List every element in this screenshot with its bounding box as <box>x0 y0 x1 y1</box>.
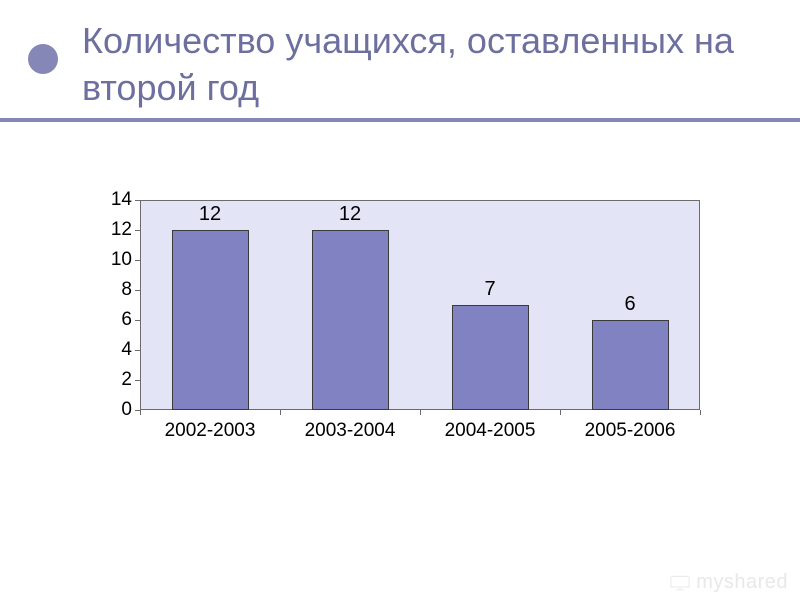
x-tick-mark <box>420 410 421 415</box>
bar-chart: 02468101214 121276 2002-20032003-2004200… <box>90 200 710 460</box>
y-tick-label: 4 <box>92 339 132 361</box>
x-tick-mark <box>280 410 281 415</box>
y-tick-mark <box>135 260 140 261</box>
x-tick-label: 2005-2006 <box>585 420 676 442</box>
chart-bar <box>312 230 389 410</box>
x-tick-mark <box>140 410 141 415</box>
x-tick-label: 2003-2004 <box>305 420 396 442</box>
y-tick-mark <box>135 290 140 291</box>
bar-value-label: 6 <box>624 293 635 316</box>
y-tick-mark <box>135 350 140 351</box>
y-tick-label: 12 <box>92 219 132 241</box>
y-tick-mark <box>135 320 140 321</box>
watermark-text: myshared <box>696 571 788 594</box>
chart-y-axis: 02468101214 <box>90 200 140 410</box>
bar-value-label: 12 <box>199 203 221 226</box>
y-tick-label: 0 <box>92 399 132 421</box>
y-tick-mark <box>135 410 140 411</box>
x-tick-mark <box>700 410 701 415</box>
y-tick-label: 14 <box>92 189 132 211</box>
chart-bar <box>452 305 529 410</box>
slide-header: Количество учащихся, оставленных на втор… <box>0 0 800 150</box>
y-tick-mark <box>135 380 140 381</box>
slide-title: Количество учащихся, оставленных на втор… <box>82 18 800 112</box>
x-tick-label: 2004-2005 <box>445 420 536 442</box>
slide-root: Количество учащихся, оставленных на втор… <box>0 0 800 600</box>
y-tick-label: 2 <box>92 369 132 391</box>
chart-x-axis: 2002-2003 2003-2004 2004-2005 2005-2006 <box>140 410 700 460</box>
watermark: myshared <box>670 571 788 594</box>
chart-bar <box>172 230 249 410</box>
y-tick-mark <box>135 230 140 231</box>
x-tick-label: 2002-2003 <box>165 420 256 442</box>
title-bullet-icon <box>28 44 58 74</box>
bar-value-label: 12 <box>339 203 361 226</box>
title-underline <box>0 118 800 122</box>
chart-bars-layer: 12 12 7 6 <box>140 200 700 410</box>
presentation-icon <box>670 575 690 591</box>
y-tick-label: 10 <box>92 249 132 271</box>
y-tick-label: 6 <box>92 309 132 331</box>
y-tick-mark <box>135 200 140 201</box>
x-tick-mark <box>560 410 561 415</box>
chart-bar <box>592 320 669 410</box>
y-tick-label: 8 <box>92 279 132 301</box>
bar-value-label: 7 <box>484 278 495 301</box>
